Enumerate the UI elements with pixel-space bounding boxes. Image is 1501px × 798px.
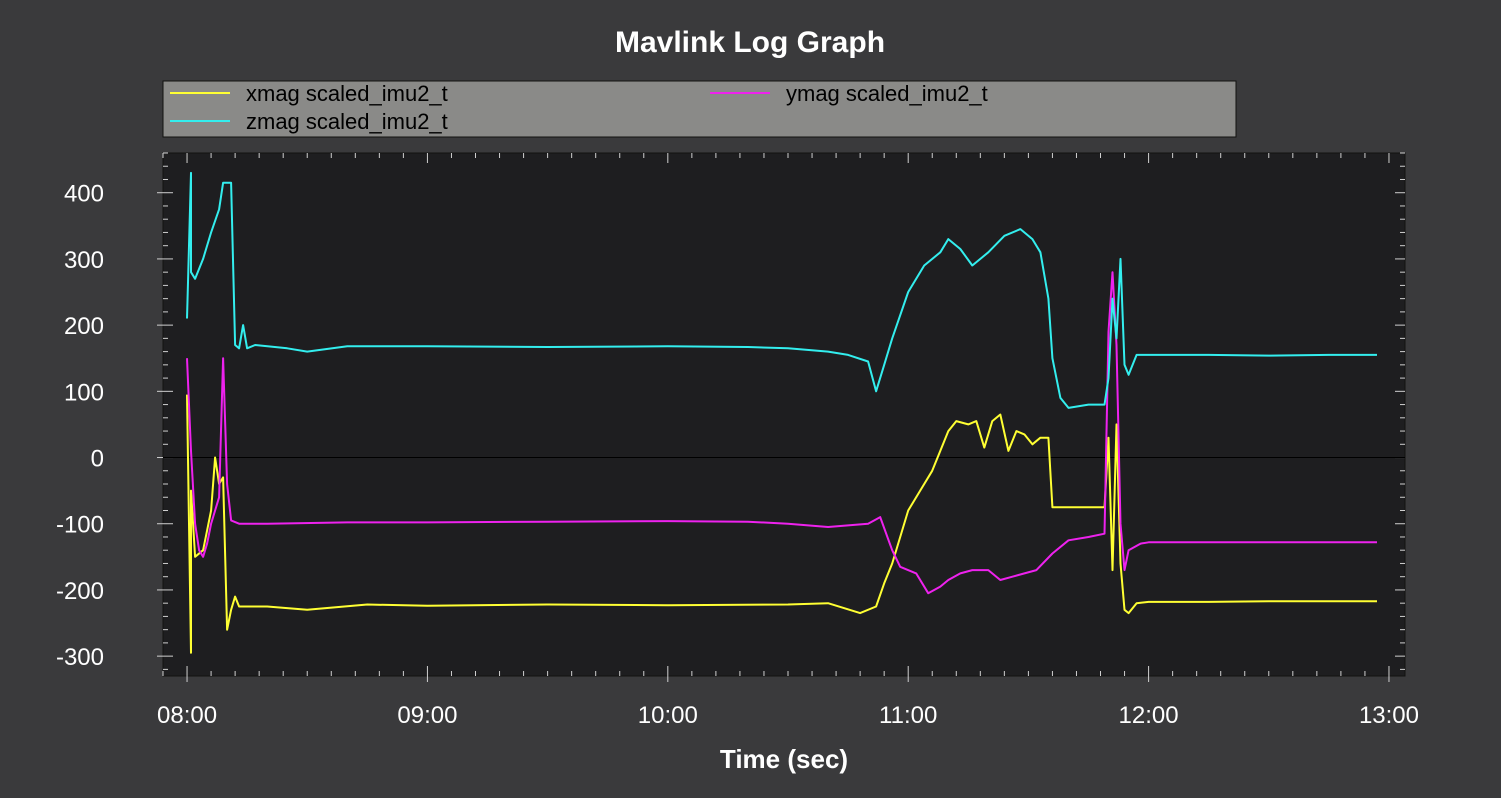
x-tick-label: 08:00 [157, 702, 217, 729]
legend-label-3: zmag scaled_imu2_t [246, 109, 448, 134]
series-group [186, 171, 1377, 654]
series-line-3 [186, 171, 1377, 409]
series-line-1 [186, 394, 1377, 654]
x-tick-label: 10:00 [638, 702, 698, 729]
legend-label-2: ymag scaled_imu2_t [786, 81, 988, 106]
tick-labels: 08:00 09:00 10:00 11:00 12:00 13:00 400 300 200 1… [56, 181, 1419, 729]
y-tick-label: -300 [56, 644, 104, 671]
y-tick-label: 300 [64, 247, 104, 274]
y-tick-label: 0 [91, 446, 104, 473]
series-line-2 [186, 271, 1377, 595]
chart-title: Mavlink Log Graph [615, 26, 885, 59]
x-tick-label: 11:00 [879, 702, 937, 729]
y-tick-label: -100 [56, 512, 104, 539]
axis-ticks [157, 152, 1405, 682]
x-tick-label: 09:00 [397, 702, 457, 729]
x-axis-label: Time (sec) [720, 744, 848, 774]
x-tick-label: 12:00 [1119, 702, 1179, 729]
y-tick-label: 100 [64, 379, 104, 406]
y-tick-label: 400 [64, 181, 104, 208]
legend: xmag scaled_imu2_t ymag scaled_imu2_tzmag… [162, 80, 1237, 138]
y-tick-label: 200 [64, 313, 104, 340]
x-tick-label: 13:00 [1359, 702, 1419, 729]
plot-area [162, 152, 1406, 677]
legend-box [162, 80, 1237, 138]
legend-label-1: xmag scaled_imu2_t [246, 81, 448, 106]
y-tick-label: -200 [56, 578, 104, 605]
